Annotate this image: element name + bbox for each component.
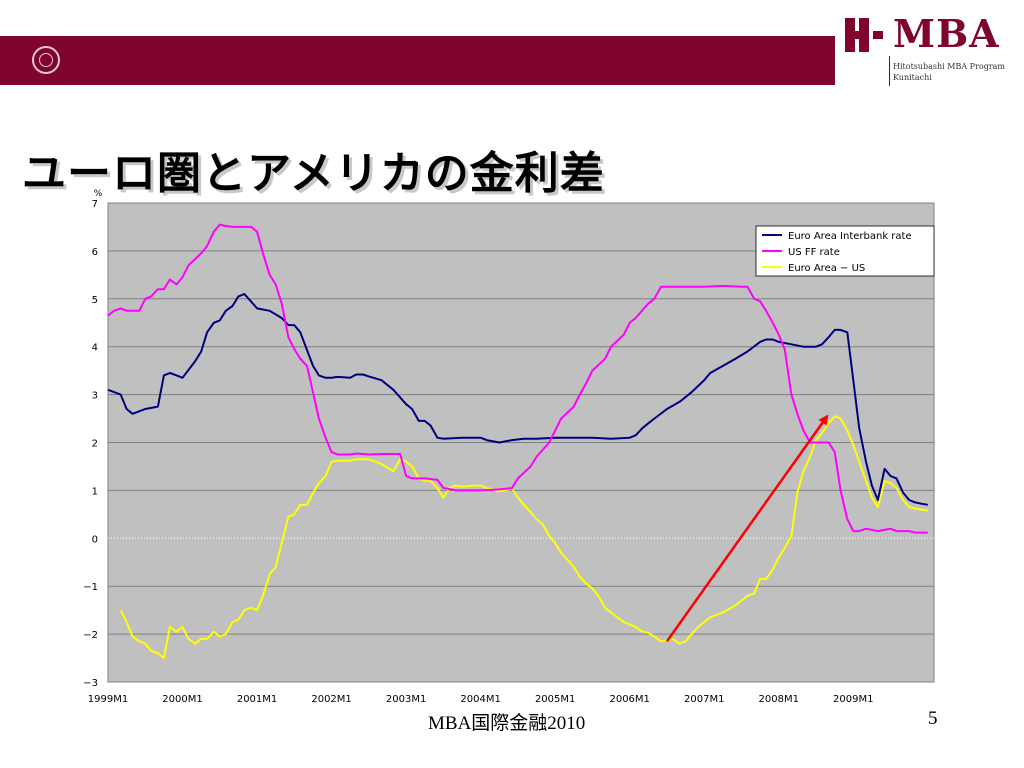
- annotation-layer: [665, 414, 829, 643]
- logo-rule: [889, 56, 890, 86]
- hitotsubashi-h-mark-icon: [845, 18, 883, 52]
- x-tick-label: 2007M1: [684, 694, 724, 705]
- trend-arrow: [665, 414, 829, 643]
- x-tick-label: 2000M1: [162, 694, 202, 705]
- legend-box: [755, 225, 935, 277]
- legend-label: US FF rate: [788, 247, 840, 258]
- y-axis-unit-label: %: [94, 189, 103, 199]
- x-tick-label: 2004M1: [460, 694, 500, 705]
- axis-layer: −3 −2 −1 0 1 2 3 4 5 6 7% 1999M1 2000M1 2001M1 2002M1 2…: [83, 189, 873, 705]
- series-line: [107, 293, 928, 506]
- series-layer: [107, 223, 928, 659]
- series-line: [107, 223, 928, 534]
- logo-text: MBA: [893, 11, 1000, 56]
- y-tick-label: 7: [92, 199, 98, 210]
- y-tick-label: −1: [83, 582, 98, 593]
- y-tick-label: 4: [92, 343, 98, 354]
- x-tick-label: 1999M1: [88, 694, 128, 705]
- page-number: 5: [928, 708, 938, 729]
- y-tick-label: 1: [92, 486, 98, 497]
- x-tick-label: 2003M1: [386, 694, 426, 705]
- seal-inner-ring: [39, 53, 53, 67]
- y-tick-label: −2: [83, 630, 98, 641]
- y-tick-label: 2: [92, 439, 98, 450]
- x-tick-label: 2001M1: [237, 694, 277, 705]
- footer-course-title: MBA国際金融2010: [428, 713, 586, 734]
- y-tick-label: −3: [83, 678, 98, 689]
- grid-layer: [108, 250, 934, 635]
- logo-subtitle-program: Hitotsubashi MBA Program: [893, 62, 1006, 71]
- legend-label: Euro Area − US: [788, 263, 865, 274]
- x-tick-label: 2006M1: [609, 694, 649, 705]
- y-tick-label: 5: [92, 295, 98, 306]
- x-tick-label: 2008M1: [759, 694, 799, 705]
- university-seal-icon: [32, 46, 60, 74]
- x-tick-label: 2005M1: [535, 694, 575, 705]
- slide-title: ユーロ圏とアメリカの金利差: [22, 148, 605, 199]
- y-tick-label: 6: [92, 247, 98, 258]
- logo-subtitle-campus: Kunitachi: [893, 73, 932, 82]
- y-tick-label: 3: [92, 391, 98, 402]
- x-tick-label: 2002M1: [311, 694, 351, 705]
- series-line: [119, 415, 928, 659]
- x-tick-label: 2009M1: [833, 694, 873, 705]
- legend: Euro Area Interbank rate US FF rate Euro A…: [755, 225, 935, 277]
- legend-label: Euro Area Interbank rate: [788, 231, 912, 242]
- y-tick-label: 0: [92, 534, 98, 545]
- mba-logo: MBA Hitotsubashi MBA Program Kunitachi: [835, 10, 1024, 90]
